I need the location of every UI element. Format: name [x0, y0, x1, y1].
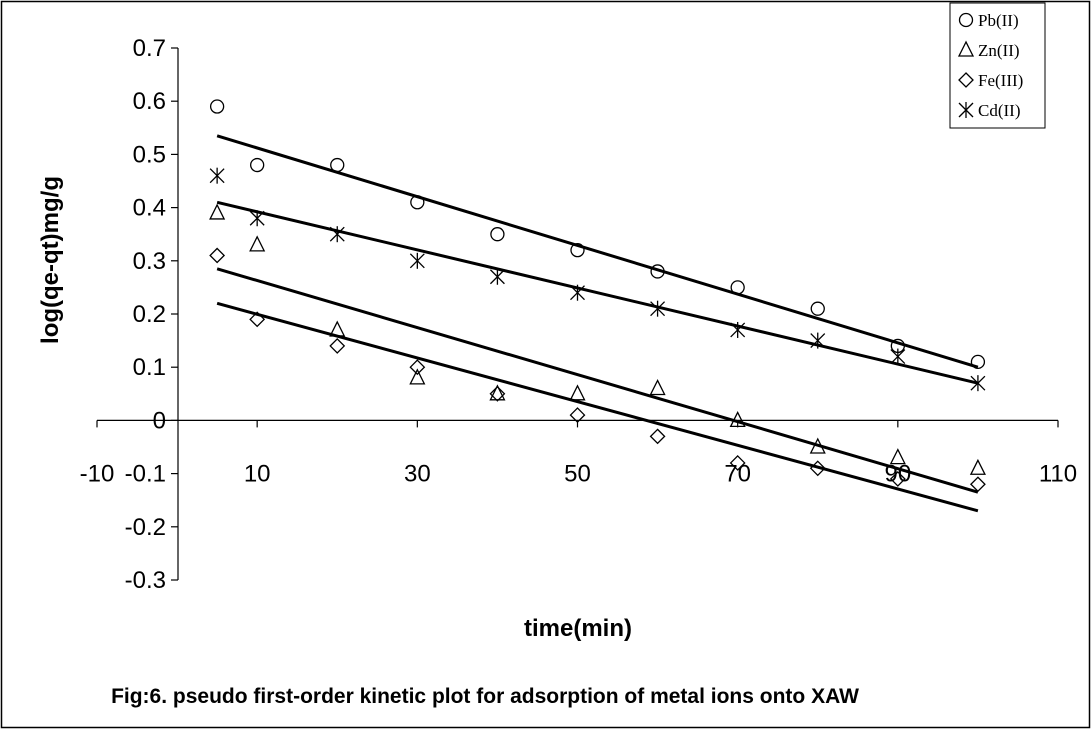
data-point-fe-iii	[809, 460, 826, 477]
y-tick-label: 0.6	[133, 88, 166, 115]
data-point-zn-ii	[569, 384, 586, 401]
y-tick-label: 0.1	[133, 354, 166, 381]
y-tick-label: 0.2	[133, 301, 166, 328]
y-tick-label: -0.2	[125, 514, 166, 541]
legend-label-pb-ii: Pb(II)	[978, 11, 1019, 30]
x-tick-label: 10	[244, 460, 271, 487]
data-point-fe-iii	[889, 471, 906, 487]
data-point-pb-ii	[330, 157, 345, 173]
data-point-zn-ii	[209, 203, 226, 220]
x-axis-title: time(min)	[524, 615, 632, 642]
data-point-fe-iii	[249, 311, 266, 328]
y-tick-label: 0	[153, 407, 166, 434]
data-point-cd-ii	[249, 210, 265, 227]
legend-marker-pb-ii	[958, 12, 974, 28]
y-tick-label: 0.4	[133, 195, 166, 222]
data-point-zn-ii	[729, 410, 746, 428]
data-point-zn-ii	[409, 368, 426, 385]
data-point-fe-iii	[409, 359, 426, 376]
data-point-pb-ii	[970, 354, 986, 370]
data-point-fe-iii	[489, 385, 506, 402]
data-point-pb-ii	[410, 195, 425, 210]
x-tick-label: -10	[80, 460, 115, 487]
data-point-cd-ii	[890, 348, 906, 365]
x-tick-label: 30	[404, 460, 431, 487]
data-point-pb-ii	[570, 243, 585, 258]
y-tick-label: -0.1	[125, 461, 166, 488]
legend-label-fe-iii: Fe(III)	[978, 71, 1023, 90]
data-point-zn-ii	[489, 384, 506, 401]
data-point-zn-ii	[809, 437, 826, 454]
legend-label-zn-ii: Zn(II)	[978, 41, 1020, 60]
figure-caption: Fig:6. pseudo first-order kinetic plot f…	[111, 685, 859, 708]
data-point-zn-ii	[649, 379, 666, 396]
data-point-pb-ii	[490, 227, 505, 242]
trendlines	[216, 134, 979, 513]
data-point-cd-ii	[650, 300, 666, 317]
x-tick-label: 50	[564, 460, 591, 487]
axes: 0.7 0.6 0.5 0.4 0.3 0.2 0.1 0 -0.1 -0.2 -0.3 -10 10 3…	[80, 35, 1077, 594]
data-point-cd-ii	[810, 332, 826, 349]
y-tick-label: -0.3	[125, 567, 166, 594]
data-point-cd-ii	[570, 284, 585, 301]
legend: Pb(II) Zn(II) Fe(III) Cd(II)	[949, 2, 1046, 129]
data-point-pb-ii	[810, 301, 825, 316]
data-point-pb-ii	[650, 264, 665, 279]
data-point-zn-ii	[249, 235, 266, 252]
data-point-pb-ii	[250, 157, 265, 173]
data-point-zn-ii	[969, 458, 986, 475]
data-point-pb-ii	[209, 99, 225, 114]
data-point-fe-iii	[209, 247, 226, 264]
data-point-fe-iii	[729, 455, 746, 471]
data-point-fe-iii	[569, 407, 586, 423]
legend-label-cd-ii: Cd(II)	[978, 101, 1020, 120]
data-point-zn-ii	[329, 320, 346, 337]
trendline-zn-ii	[216, 267, 979, 494]
y-tick-label: 0.5	[133, 141, 166, 168]
data-point-cd-ii	[209, 167, 225, 184]
y-tick-label: 0.3	[133, 248, 166, 275]
legend-marker-cd-ii	[958, 102, 974, 118]
legend-marker-zn-ii	[957, 40, 975, 57]
y-axis-title: log(qe-qt)mg/g	[37, 176, 64, 344]
trendline-cd-ii	[216, 200, 979, 385]
legend-marker-fe-iii	[958, 72, 974, 88]
data-point-fe-iii	[649, 428, 666, 445]
data-point-cd-ii	[329, 226, 345, 243]
data-point-fe-iii	[969, 476, 986, 493]
data-point-cd-ii	[489, 268, 505, 285]
data-point-fe-iii	[329, 338, 346, 354]
x-tick-label: 70	[724, 460, 751, 487]
trendline-pb-ii	[216, 134, 979, 369]
data-point-cd-ii	[970, 375, 986, 392]
data-point-pb-ii	[730, 280, 745, 295]
data-point-cd-ii	[730, 321, 746, 338]
trendline-fe-iii	[216, 301, 979, 513]
data-point-zn-ii	[889, 448, 906, 465]
data-markers	[209, 99, 986, 493]
x-tick-label: 110	[1039, 460, 1077, 487]
data-point-cd-ii	[409, 252, 425, 269]
y-tick-label: 0.7	[133, 35, 166, 62]
